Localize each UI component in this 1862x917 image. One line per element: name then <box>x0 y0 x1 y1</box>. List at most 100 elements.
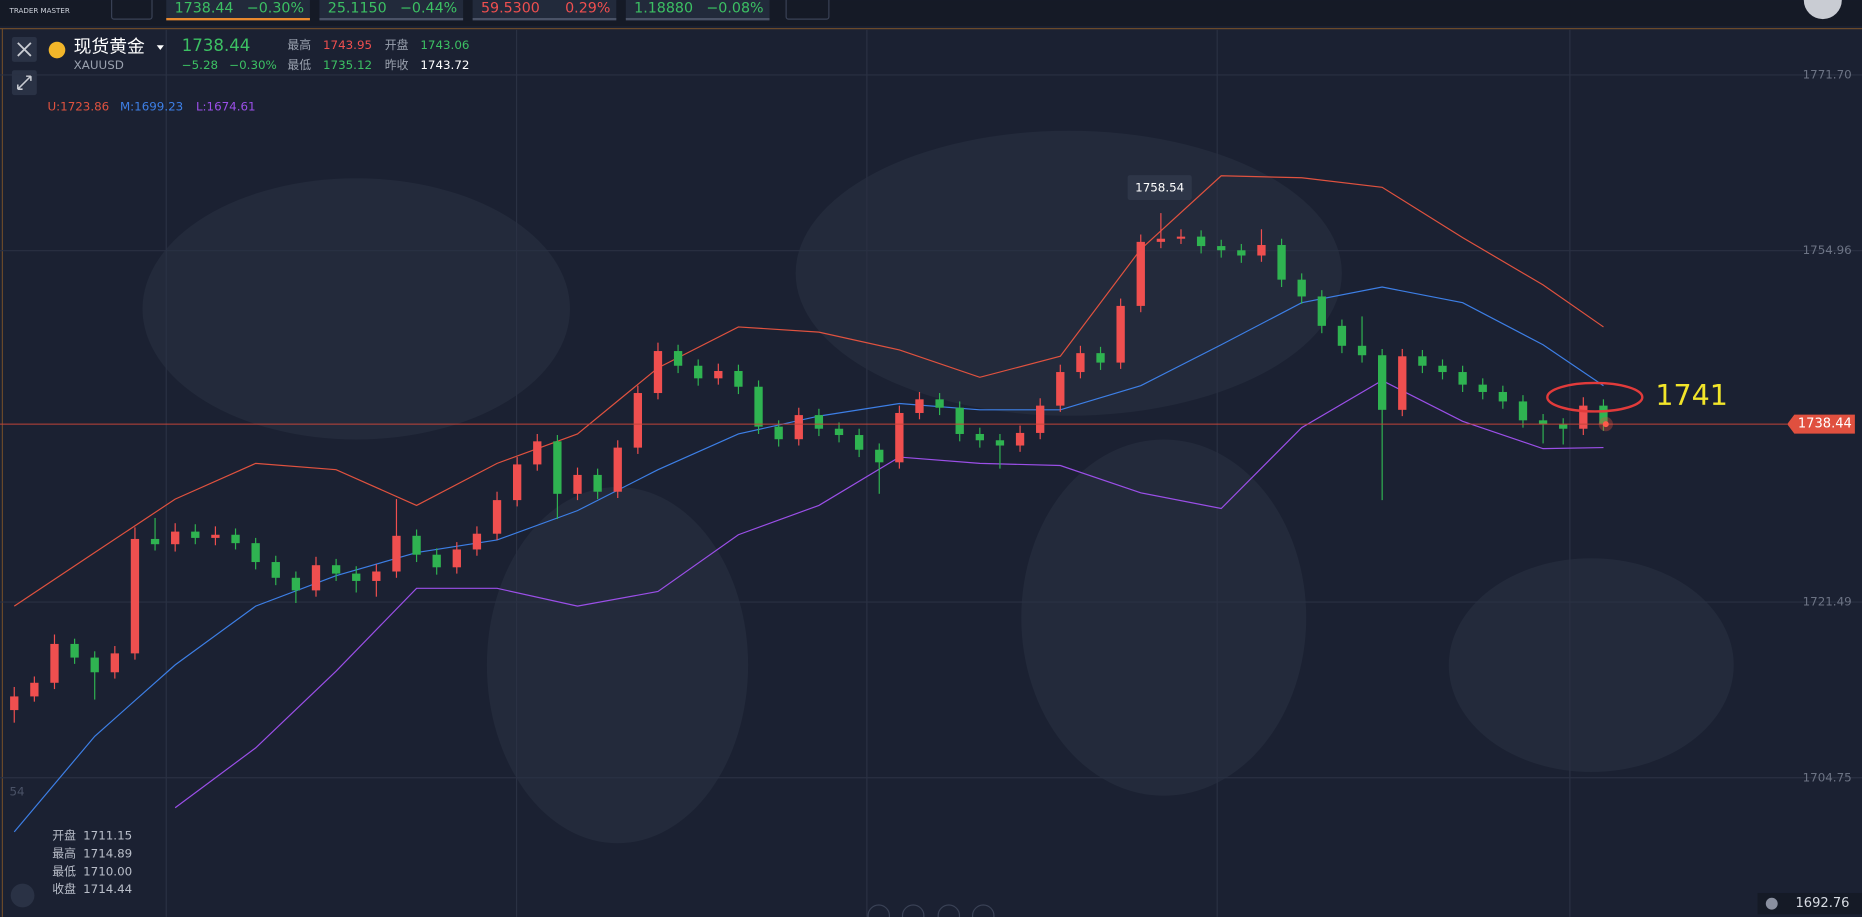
ticker-box[interactable] <box>166 0 310 20</box>
ticker-price: 1738.44 <box>175 0 234 16</box>
zoom-out[interactable] <box>867 904 891 917</box>
alert-icon[interactable] <box>1765 897 1778 910</box>
ticker-box[interactable] <box>625 0 770 20</box>
plot: 1771.70 1754.96 1721.49 1704.75 U:1723.86 M:1… <box>0 29 1862 917</box>
candle-body <box>392 535 401 572</box>
candle-body <box>171 531 180 545</box>
candle-body <box>1297 279 1306 297</box>
pan-left[interactable] <box>937 904 961 917</box>
candle-body <box>1317 296 1326 326</box>
y-tick-label: 1754.96 <box>1803 243 1852 257</box>
candle-body <box>1076 353 1085 373</box>
tooltip-label: 最高 <box>52 846 76 860</box>
gold-icon <box>48 41 66 59</box>
candle-body <box>834 428 844 436</box>
candle-body <box>895 412 904 463</box>
candle-body <box>10 696 19 711</box>
candle-body <box>1498 391 1508 402</box>
candle-body <box>331 565 341 574</box>
tooltip-value: 1714.44 <box>83 882 132 896</box>
candle-body <box>1438 365 1447 373</box>
indicator-button[interactable] <box>10 883 35 908</box>
candle-body <box>492 500 502 534</box>
candle-body <box>1136 241 1145 306</box>
candle-body <box>1036 405 1045 433</box>
logo: TRADER MASTER <box>9 6 70 15</box>
high-label: 最高 <box>287 38 311 52</box>
candle-body <box>915 399 924 413</box>
candle-body <box>452 549 461 568</box>
pan-right[interactable] <box>971 904 995 917</box>
candle-body <box>1056 372 1065 406</box>
last-price-tag <box>1787 414 1855 434</box>
candle-body <box>613 447 622 492</box>
candle-body <box>734 370 743 387</box>
ticker-change: 0.29% <box>565 0 610 16</box>
high-value: 1743.95 <box>323 38 372 52</box>
candle-body <box>211 534 220 538</box>
target-circle <box>1546 381 1644 413</box>
candle-body <box>30 682 39 697</box>
layout-button[interactable] <box>111 0 153 20</box>
expand-icon <box>17 75 32 90</box>
tooltip-value: 1711.15 <box>83 829 132 843</box>
quote-change-pct: −0.30% <box>229 58 277 72</box>
candle-body <box>432 554 441 568</box>
zoom-controls <box>867 904 995 917</box>
candle-body <box>90 657 99 673</box>
legend-entry: L:1674.61 <box>196 100 256 114</box>
candle-body <box>995 440 1005 446</box>
ticker-change: −0.44% <box>400 0 457 16</box>
avatar[interactable] <box>1803 0 1842 20</box>
candle-body <box>1237 250 1246 256</box>
candle-body <box>352 573 361 581</box>
ticker-box[interactable] <box>319 0 464 20</box>
live-dot <box>1602 421 1609 428</box>
candle-body <box>1559 424 1568 429</box>
candle-body <box>794 415 803 440</box>
candle-body <box>1096 353 1105 363</box>
candle-body <box>754 386 763 427</box>
last-price-label: 1738.44 <box>1798 417 1852 432</box>
candle-body <box>271 562 280 578</box>
candle-body <box>291 577 301 591</box>
candle-body <box>231 534 240 544</box>
dropdown-caret[interactable] <box>156 45 164 50</box>
candle-body <box>513 464 522 501</box>
ticker-box[interactable] <box>472 0 617 20</box>
map-texture <box>142 130 1734 844</box>
candle-body <box>1579 405 1588 429</box>
candle-body <box>1398 356 1407 410</box>
instrument-name[interactable]: 现货黄金 <box>74 37 145 58</box>
candle-body <box>1599 405 1608 425</box>
candle-body <box>372 571 381 581</box>
candle-body <box>1478 384 1487 392</box>
candle-body <box>1116 305 1125 363</box>
candle-body <box>1196 236 1206 247</box>
legend-entry: M:1699.23 <box>120 100 183 114</box>
menu-button[interactable] <box>785 0 830 20</box>
candle-body <box>553 441 562 494</box>
tooltip-label: 最低 <box>52 864 76 878</box>
candle-body <box>1217 246 1226 251</box>
left-edge-label: 54 <box>10 785 25 799</box>
open-label: 开盘 <box>385 38 409 52</box>
target-label: 1741 <box>1655 379 1728 412</box>
candle-body <box>814 415 824 429</box>
peak-label: 1758.54 <box>1135 181 1184 195</box>
zoom-in[interactable] <box>901 904 925 917</box>
candle-body <box>150 538 160 545</box>
candle-body <box>472 533 482 550</box>
candle-body <box>1538 420 1548 425</box>
candle-body <box>774 426 783 440</box>
candle-body <box>1377 355 1387 410</box>
candle-body <box>673 351 683 366</box>
candle-body <box>593 474 602 492</box>
low-label: 最低 <box>287 58 311 72</box>
quote-price: 1738.44 <box>182 36 251 55</box>
candle-body <box>1176 236 1186 239</box>
candle-body <box>50 643 59 683</box>
